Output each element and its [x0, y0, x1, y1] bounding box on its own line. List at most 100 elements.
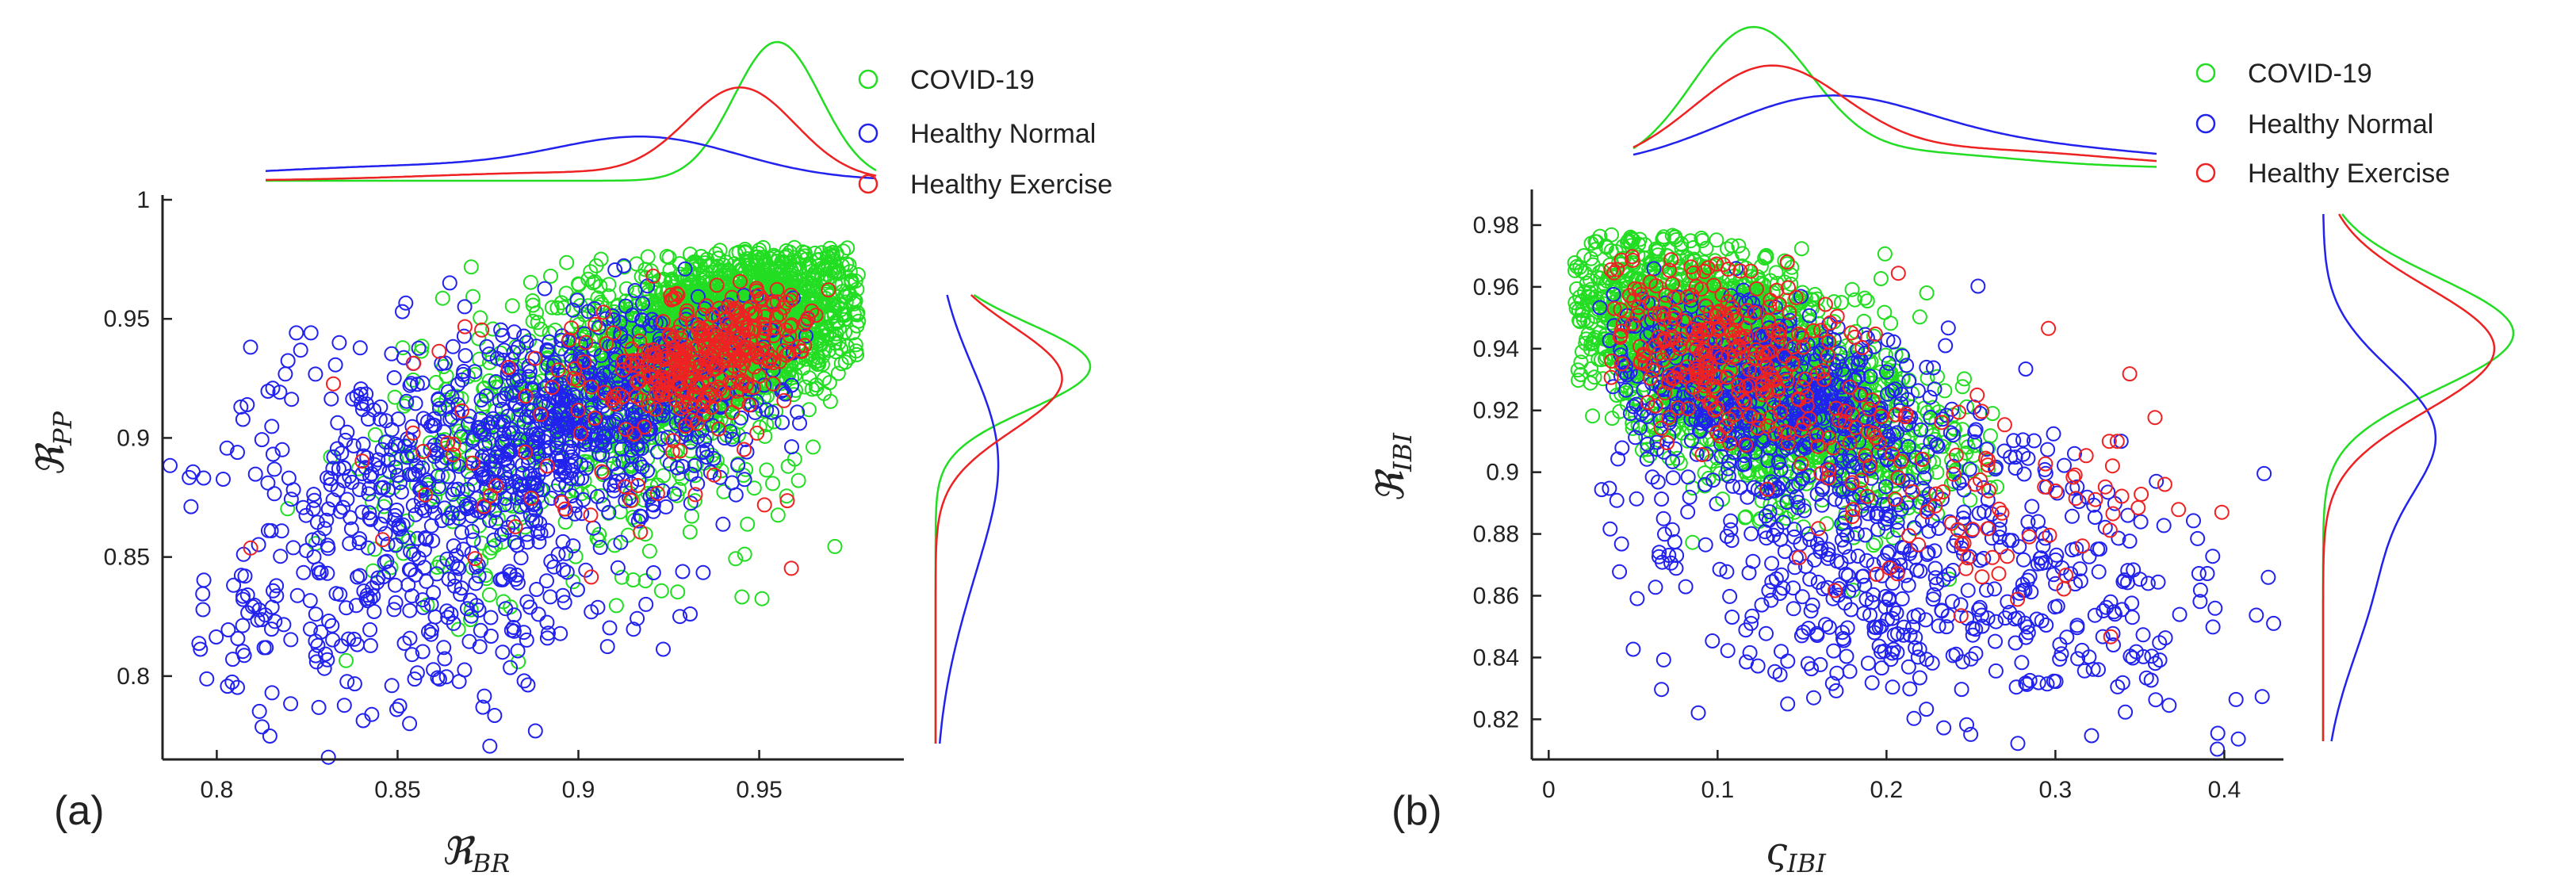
scatter-point — [641, 543, 657, 559]
scatter-point — [362, 622, 378, 637]
scatter-point — [831, 335, 847, 351]
scatter-point — [405, 498, 421, 514]
scatter-point — [440, 469, 456, 484]
scatter-point — [606, 456, 622, 472]
scatter-point — [564, 353, 580, 369]
scatter-point — [373, 480, 389, 495]
scatter-point — [769, 254, 785, 269]
scatter-point — [343, 521, 359, 537]
scatter-point — [403, 562, 419, 578]
scatter-point — [380, 482, 396, 498]
scatter-point — [488, 374, 504, 389]
scatter-point — [525, 403, 541, 419]
scatter-point — [630, 436, 645, 452]
scatter-point — [775, 254, 791, 270]
scatter-point — [307, 492, 322, 508]
scatter-point — [332, 587, 348, 602]
scatter-point — [264, 419, 280, 434]
scatter-point — [441, 511, 457, 526]
scatter-point — [430, 469, 446, 484]
panel-a-label: (a) — [54, 788, 105, 834]
scatter-point — [481, 587, 497, 602]
scatter-point — [595, 365, 611, 381]
scatter-point — [549, 300, 565, 316]
scatter-point — [405, 448, 421, 464]
scatter-point — [196, 470, 212, 486]
scatter-point — [801, 402, 817, 418]
scatter-point — [498, 601, 514, 617]
scatter-point — [542, 589, 558, 605]
scatter-point — [354, 504, 370, 520]
scatter-point — [555, 534, 571, 549]
scatter-point — [473, 310, 488, 326]
scatter-point — [384, 346, 400, 361]
scatter-point — [589, 530, 605, 546]
scatter-point — [262, 729, 278, 744]
scatter-point — [306, 487, 322, 503]
scatter-point — [716, 263, 732, 279]
scatter-point — [456, 364, 472, 379]
scatter-point — [510, 575, 526, 591]
scatter-point — [634, 459, 650, 475]
scatter-point — [293, 342, 308, 358]
scatter-point — [230, 679, 245, 695]
scatter-point — [308, 606, 323, 622]
scatter-point — [645, 565, 661, 580]
scatter-point — [525, 293, 541, 308]
scatter-point — [355, 436, 371, 452]
scatter-point — [525, 426, 541, 442]
scatter-point — [531, 534, 547, 550]
scatter-point — [308, 366, 323, 382]
scatter-point — [512, 499, 528, 514]
scatter-point — [784, 439, 799, 455]
scatter-point — [544, 300, 560, 316]
scatter-point — [309, 514, 325, 530]
scatter-point — [464, 608, 479, 624]
scatter-point — [439, 603, 455, 619]
scatter-point — [193, 641, 209, 657]
scatter-point — [591, 319, 607, 335]
scatter-point — [608, 598, 624, 614]
scatter-point — [510, 643, 526, 659]
scatter-point — [296, 564, 312, 580]
scatter-point — [361, 486, 377, 502]
scatter-point — [196, 572, 212, 588]
scatter-point — [530, 606, 546, 622]
scatter-point — [530, 315, 545, 331]
scatter-point — [352, 340, 368, 356]
scatter-point — [756, 377, 772, 393]
scatter-point — [408, 507, 423, 522]
scatter-point — [635, 417, 651, 433]
scatter-point — [419, 573, 434, 589]
scatter-point — [792, 272, 808, 288]
scatter-point — [503, 622, 519, 638]
scatter-point — [553, 625, 568, 641]
scatter-point — [687, 457, 702, 473]
scatter-point — [468, 576, 484, 591]
scatter-point — [715, 516, 731, 532]
scatter-point — [481, 434, 497, 450]
scatter-point — [571, 276, 586, 292]
scatter-point — [516, 625, 532, 641]
scatter-point — [525, 297, 541, 313]
scatter-point — [580, 370, 596, 386]
scatter-point — [284, 392, 300, 407]
scatter-point — [472, 639, 488, 655]
scatter-point — [587, 274, 603, 289]
scatter-point — [283, 632, 299, 648]
scatter-point — [243, 339, 258, 355]
scatter-point — [674, 470, 690, 486]
scatter-point — [536, 381, 552, 396]
scatter-point — [825, 263, 841, 279]
scatter-point — [359, 587, 375, 603]
scatter-point — [195, 602, 211, 618]
scatter-point — [264, 622, 279, 637]
scatter-point — [461, 408, 477, 424]
scatter-point — [477, 688, 492, 704]
scatter-point — [331, 335, 347, 350]
scatter-point — [822, 393, 838, 409]
scatter-point — [335, 499, 351, 515]
scatter-point — [389, 468, 405, 484]
scatter-point — [465, 523, 480, 539]
y-tick-label: 0.85 — [104, 545, 150, 571]
